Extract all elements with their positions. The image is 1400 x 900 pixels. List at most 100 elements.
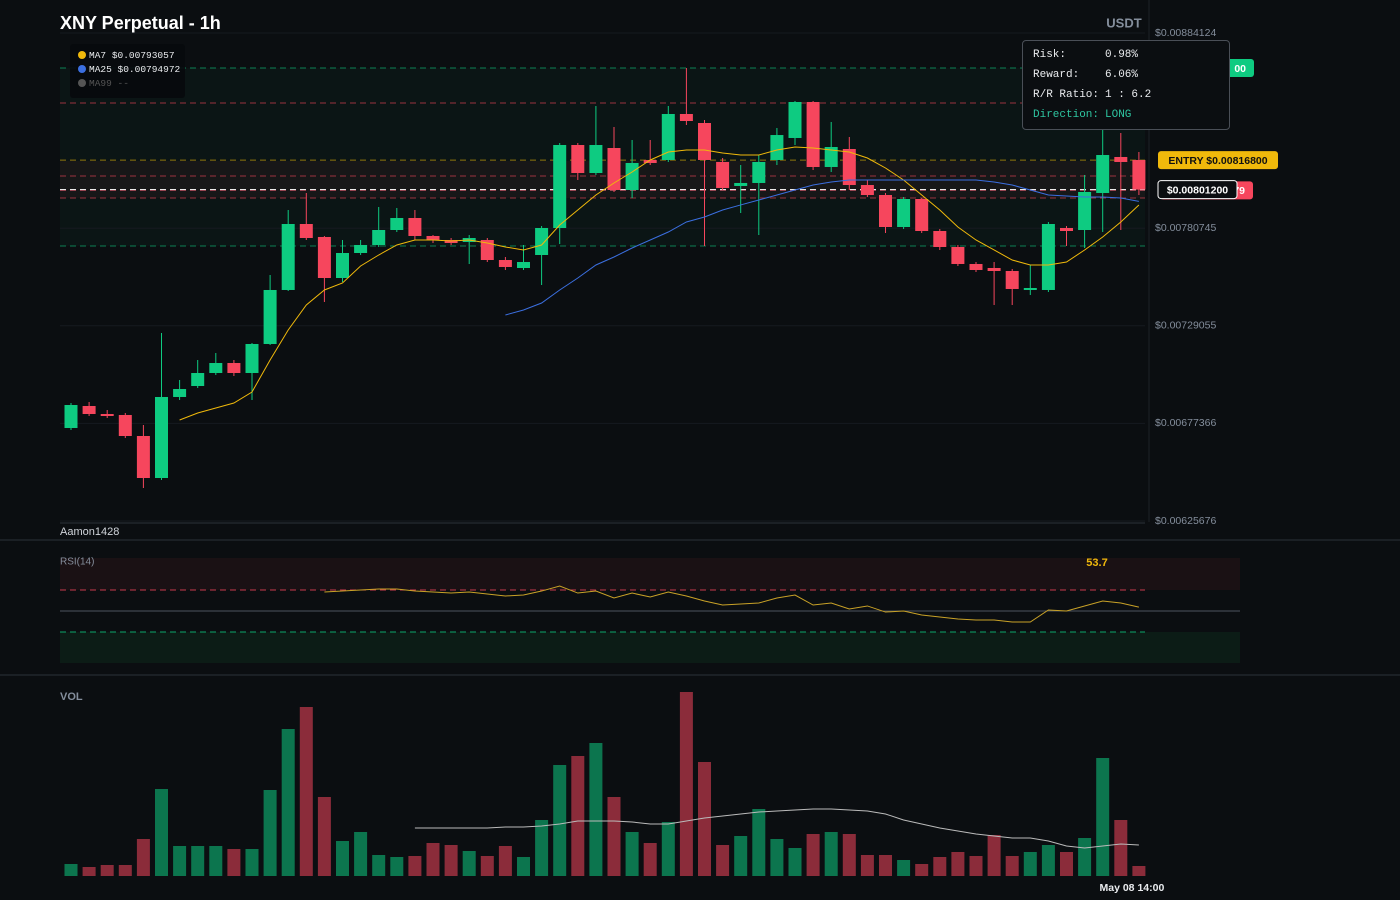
volume-bar	[426, 843, 440, 876]
candle-body	[716, 161, 730, 188]
volume-bar	[209, 846, 223, 876]
candle-body	[191, 372, 205, 387]
candle-body	[408, 217, 422, 236]
loss-zone	[60, 161, 1145, 198]
volume-bar	[679, 692, 693, 876]
candle-body	[82, 406, 96, 415]
candle-body	[245, 343, 259, 373]
legend-box	[70, 44, 185, 98]
candle-body	[498, 260, 512, 267]
chart-title: XNY Perpetual - 1h	[60, 13, 221, 33]
candle-body	[788, 102, 802, 138]
tooltip-row: Direction: LONG	[1033, 105, 1219, 125]
risk-tooltip: Risk: 0.98% Reward: 6.06% R/R Ratio: 1 : 6.2 D…	[1022, 40, 1230, 130]
volume-bar	[607, 797, 621, 876]
volume-bar	[842, 834, 856, 876]
legend-name: MA7	[89, 50, 106, 61]
volume-bar	[571, 756, 585, 876]
legend-name: MA25	[89, 64, 112, 75]
volume-bar	[661, 822, 675, 876]
tooltip-label: R/R Ratio:	[1033, 89, 1100, 101]
tooltip-label: Direction:	[1033, 109, 1100, 121]
volume-bar	[1023, 852, 1037, 876]
volume-bar	[716, 845, 730, 876]
volume-bar	[227, 849, 241, 876]
candle-body	[752, 161, 766, 183]
volume-bar	[517, 857, 530, 876]
volume-bar	[1096, 758, 1110, 876]
candle-body	[281, 223, 295, 290]
candle-body	[589, 144, 603, 173]
volume-bar	[643, 843, 657, 876]
candle-body	[915, 198, 929, 232]
candle-body	[118, 414, 132, 437]
volume-bar	[281, 729, 295, 876]
candle-body	[136, 436, 150, 478]
legend-dot	[78, 51, 86, 59]
volume-bar	[806, 834, 820, 876]
price-tag-label: 79	[1233, 185, 1245, 197]
candle-body	[951, 246, 965, 264]
volume-bar	[1060, 852, 1073, 876]
volume-bar	[860, 855, 874, 876]
candle-body	[299, 223, 313, 238]
candle-body	[1132, 159, 1146, 190]
candle-body	[842, 148, 856, 186]
candle-body	[263, 289, 277, 344]
candle-body	[390, 217, 404, 231]
candle-body	[933, 231, 947, 247]
volume-bar	[372, 855, 386, 876]
volume-bar	[625, 832, 639, 876]
legend-value: $0.00793057	[112, 50, 175, 61]
volume-bar	[770, 839, 784, 876]
candle-body	[535, 228, 549, 256]
price-tag-label: 00	[1234, 63, 1246, 75]
rsi-overbought-zone	[60, 558, 1240, 590]
volume-bar	[354, 832, 368, 876]
candle-body	[227, 363, 241, 373]
volume-bar	[1005, 856, 1019, 876]
candle-body	[607, 147, 621, 190]
volume-bar	[897, 860, 911, 876]
legend-name: MA99	[89, 78, 112, 89]
candle-body	[969, 263, 983, 270]
volume-bar	[535, 820, 549, 876]
legend-dot	[78, 79, 86, 87]
volume-bar	[136, 839, 150, 876]
legend-value: $0.00794972	[118, 64, 181, 75]
volume-bar	[462, 851, 476, 876]
volume-bar	[553, 765, 567, 876]
y-tick-label: $0.00677366	[1155, 417, 1216, 429]
legend-text: MA25 $0.00794972	[89, 64, 181, 75]
volume-bar	[589, 743, 603, 876]
candle-body	[987, 267, 1001, 271]
volume-bar	[155, 789, 168, 876]
volume-bar	[408, 856, 422, 876]
candle-body	[806, 102, 820, 167]
candle-body	[679, 113, 693, 121]
volume-bar	[444, 845, 458, 876]
volume-ma-line	[414, 808, 1139, 849]
candle-body	[897, 198, 911, 228]
profit-zone	[60, 68, 1145, 246]
volume-bar	[1114, 820, 1128, 876]
x-tick-label: May 08 14:00	[1100, 882, 1165, 894]
tooltip-row: Reward: 6.06%	[1033, 65, 1219, 85]
tooltip-value: 1 : 6.2	[1105, 89, 1152, 101]
volume-bar	[933, 857, 947, 876]
candle-body	[354, 244, 368, 254]
rsi-value: 53.7	[1086, 557, 1107, 569]
tooltip-value: LONG	[1105, 109, 1132, 121]
volume-bar	[336, 841, 349, 876]
legend-value: --	[118, 78, 129, 89]
ma-line	[179, 146, 1140, 421]
candle-body	[517, 262, 530, 268]
candle-body	[1060, 228, 1073, 232]
volume-bar	[734, 836, 748, 876]
tooltip-label: Reward:	[1033, 69, 1080, 81]
volume-bar	[245, 849, 259, 876]
volume-bar	[390, 857, 404, 876]
y-tick-label: $0.00625676	[1155, 515, 1216, 527]
volume-bar	[698, 762, 711, 876]
